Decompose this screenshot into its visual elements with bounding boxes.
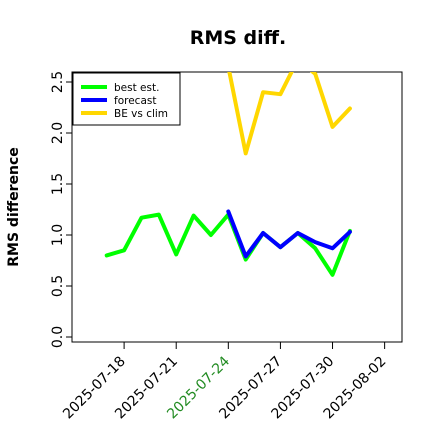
y-tick-label: 1.0 xyxy=(50,224,66,246)
y-tick-label: 2.5 xyxy=(50,71,66,93)
y-tick-label: 0.5 xyxy=(50,275,66,297)
series-lines xyxy=(104,72,352,277)
series-line-forecast xyxy=(226,209,352,259)
y-tick-label: 1.5 xyxy=(50,173,66,195)
legend-entry: forecast xyxy=(114,95,156,107)
series-line-be-vs-clim xyxy=(227,72,352,156)
plot-frame xyxy=(71,71,403,343)
plot-area: 0.00.51.01.52.02.52025-07-182025-07-2120… xyxy=(50,71,403,422)
y-tick-label: 2.0 xyxy=(50,122,66,144)
chart-title: RMS diff. xyxy=(190,27,287,49)
y-tick-label: 0.0 xyxy=(50,326,66,348)
y-axis-label: RMS difference xyxy=(6,147,22,267)
legend-entry: best est. xyxy=(114,82,159,94)
series-line-best-est- xyxy=(104,212,352,277)
legend-entry: BE vs clim xyxy=(114,108,168,120)
